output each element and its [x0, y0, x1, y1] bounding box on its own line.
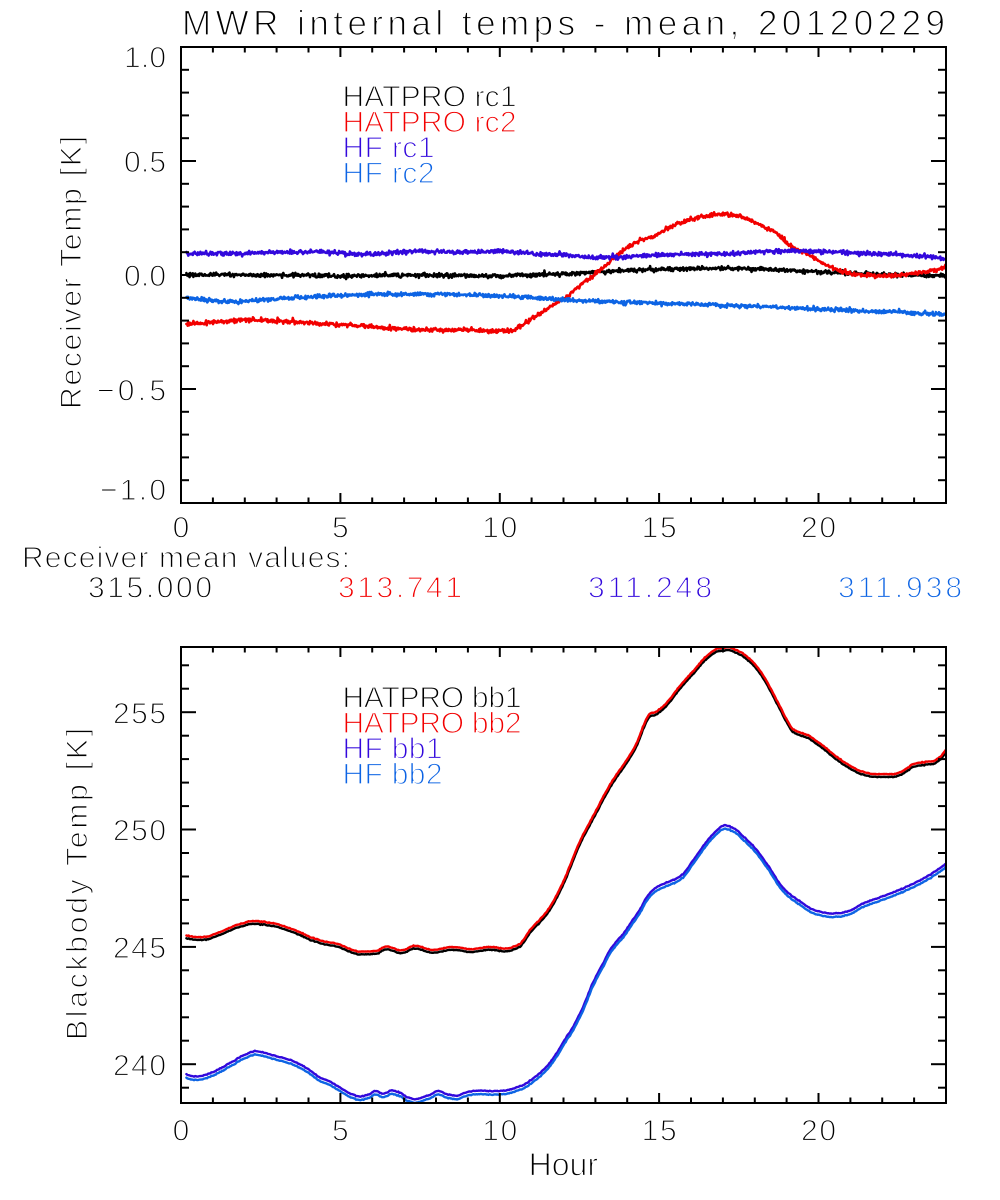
svg-text:311.938: 311.938 [838, 572, 962, 605]
svg-text:HATPRO rc1: HATPRO rc1 [343, 81, 517, 114]
svg-text:HF rc1: HF rc1 [343, 132, 435, 165]
svg-text:−1.0: −1.0 [100, 474, 166, 507]
svg-text:245: 245 [113, 932, 166, 965]
svg-text:10: 10 [482, 512, 517, 545]
svg-text:250: 250 [113, 815, 166, 848]
svg-text:HATPRO bb1: HATPRO bb1 [343, 682, 522, 715]
svg-text:Blackbody Temp [K]: Blackbody Temp [K] [61, 728, 94, 1040]
svg-text:0: 0 [173, 1115, 190, 1148]
svg-text:311.248: 311.248 [588, 572, 712, 605]
svg-text:1.0: 1.0 [124, 41, 166, 74]
svg-text:240: 240 [113, 1049, 166, 1082]
svg-text:20: 20 [801, 512, 836, 545]
svg-text:0: 0 [173, 512, 190, 545]
svg-text:HF rc2: HF rc2 [343, 157, 435, 190]
svg-text:5: 5 [332, 1115, 349, 1148]
svg-text:0.0: 0.0 [124, 260, 166, 293]
svg-text:HF bb1: HF bb1 [343, 733, 443, 766]
svg-text:313.741: 313.741 [338, 572, 462, 605]
svg-text:0.5: 0.5 [124, 146, 166, 179]
svg-text:10: 10 [482, 1115, 517, 1148]
svg-text:15: 15 [642, 512, 677, 545]
svg-text:15: 15 [642, 1115, 677, 1148]
svg-text:HATPRO rc2: HATPRO rc2 [343, 106, 517, 139]
svg-text:Hour: Hour [529, 1147, 599, 1183]
svg-text:MWR internal temps - mean, 201: MWR internal temps - mean, 20120229 [182, 4, 945, 43]
svg-text:−0.5: −0.5 [97, 374, 166, 407]
svg-text:HATPRO bb2: HATPRO bb2 [343, 707, 522, 740]
svg-text:5: 5 [332, 512, 349, 545]
svg-text:20: 20 [801, 1115, 836, 1148]
svg-text:HF bb2: HF bb2 [343, 758, 443, 791]
svg-text:Receiver Temp [K]: Receiver Temp [K] [55, 136, 88, 409]
svg-text:Receiver mean values:: Receiver mean values: [22, 542, 350, 575]
svg-text:255: 255 [113, 697, 166, 730]
svg-text:315.000: 315.000 [88, 572, 212, 605]
